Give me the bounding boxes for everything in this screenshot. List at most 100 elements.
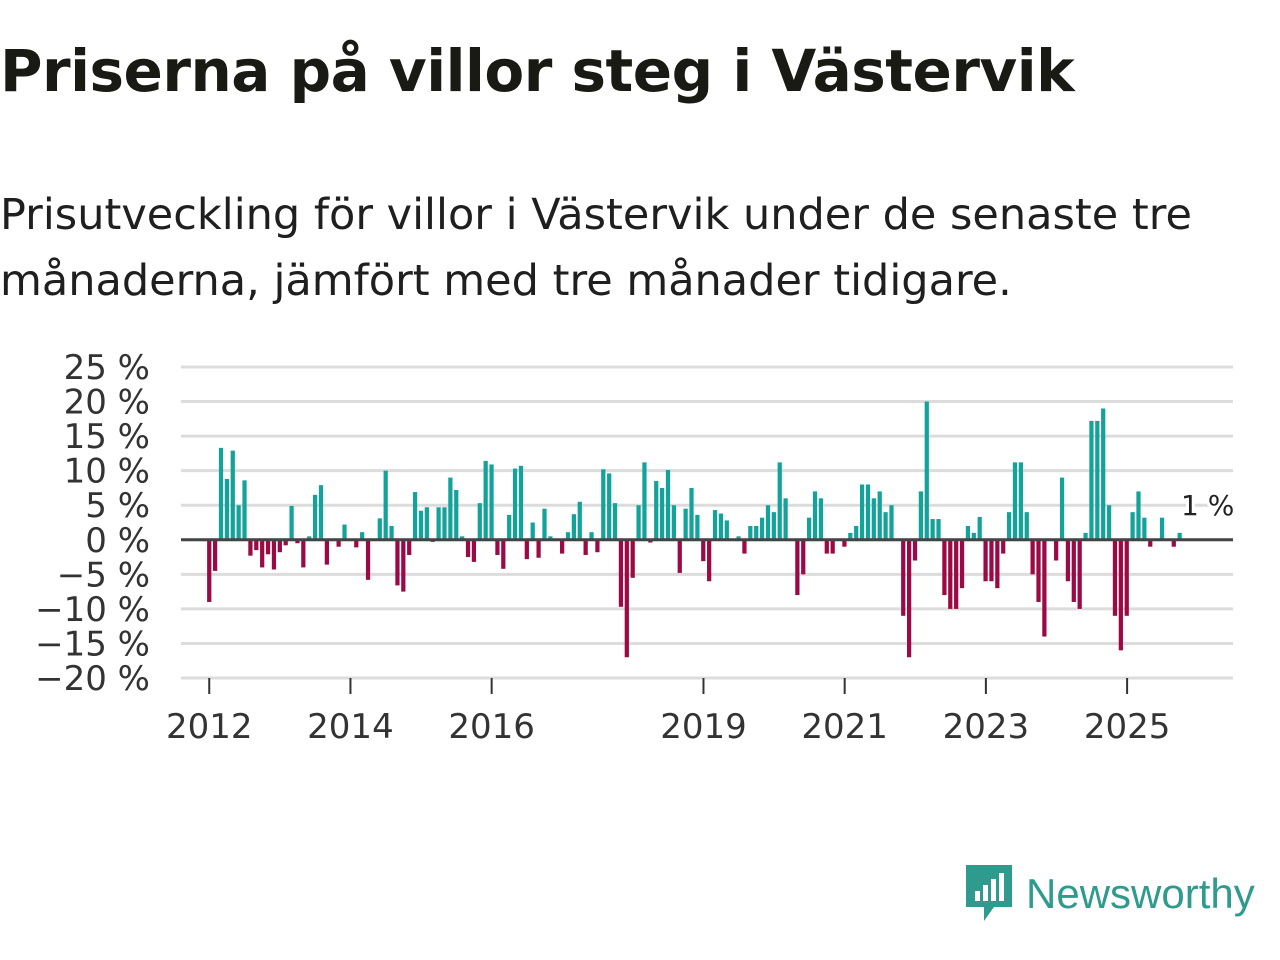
- bar: [1030, 539, 1035, 575]
- bar: [1036, 539, 1041, 602]
- bar: [1018, 462, 1023, 540]
- bar: [412, 492, 418, 540]
- y-tick-label: −5 %: [57, 555, 150, 595]
- bar: [1177, 532, 1182, 540]
- y-axis-labels: 25 %20 %15 %10 %5 %0 %−5 %−10 %−15 %−20 …: [35, 348, 150, 699]
- bar: [742, 539, 747, 554]
- bar: [336, 539, 341, 547]
- bar: [671, 505, 676, 540]
- bar: [1112, 539, 1118, 616]
- bar: [1118, 539, 1123, 651]
- bar: [948, 539, 953, 609]
- bar: [242, 480, 247, 540]
- bar: [589, 532, 594, 540]
- bar: [689, 487, 694, 540]
- chart-subtitle: Prisutveckling för villor i Västervik un…: [0, 190, 1192, 306]
- bar: [618, 539, 624, 607]
- bar: [736, 536, 741, 540]
- x-tick-label: 2016: [448, 707, 535, 747]
- annotation: 1 %: [1178, 486, 1237, 525]
- bar: [942, 539, 947, 596]
- bar: [1124, 539, 1129, 616]
- bar: [560, 539, 565, 554]
- bar: [260, 539, 265, 568]
- gridlines: [181, 365, 1233, 680]
- bar: [901, 539, 906, 616]
- bar: [483, 460, 488, 540]
- y-tick-label: −15 %: [35, 624, 150, 664]
- bar: [377, 518, 382, 540]
- bar: [607, 473, 612, 540]
- bar: [701, 539, 706, 562]
- bar: [507, 514, 512, 540]
- bar: [812, 491, 818, 540]
- chart-title: Priserna på villor steg i Västervik: [0, 37, 1075, 105]
- bar: [1130, 512, 1135, 540]
- bar: [612, 503, 618, 540]
- bar: [407, 539, 412, 555]
- bar: [724, 520, 729, 540]
- bar: [807, 517, 812, 540]
- bar: [342, 524, 347, 540]
- bar: [971, 532, 976, 540]
- bar: [442, 507, 447, 540]
- y-tick-label: 20 %: [64, 383, 150, 423]
- bar: [718, 513, 724, 540]
- bar: [642, 462, 647, 540]
- bar: [542, 508, 547, 540]
- bar: [854, 525, 859, 540]
- bar-chart: 25 %20 %15 %10 %5 %0 %−5 %−10 %−15 %−20 …: [35, 348, 1237, 747]
- bar: [401, 539, 406, 592]
- bar: [218, 447, 224, 540]
- bar: [707, 539, 712, 582]
- bar: [1159, 517, 1165, 540]
- bar: [1142, 517, 1147, 540]
- bar: [501, 539, 506, 569]
- bar: [771, 512, 776, 540]
- bar: [1083, 532, 1088, 540]
- bar: [424, 507, 429, 540]
- bar: [512, 468, 518, 540]
- bar: [495, 539, 500, 555]
- bar: [583, 539, 588, 555]
- bar: [213, 539, 218, 571]
- bar: [989, 539, 994, 582]
- bar: [783, 498, 788, 540]
- bar: [301, 539, 306, 568]
- bar: [1042, 539, 1047, 637]
- bar: [318, 485, 324, 540]
- newsworthy-logo-icon: [966, 865, 1012, 921]
- bar: [307, 536, 312, 540]
- bar: [354, 539, 359, 548]
- bar: [912, 539, 918, 561]
- bar: [795, 539, 800, 596]
- x-tick-label: 2025: [1084, 707, 1171, 747]
- y-tick-label: −10 %: [35, 590, 150, 630]
- bar: [524, 539, 529, 560]
- bar: [959, 539, 965, 589]
- x-tick-label: 2019: [660, 707, 747, 747]
- bar: [630, 539, 635, 578]
- bar: [765, 505, 771, 540]
- bar: [312, 494, 318, 540]
- bar: [965, 525, 971, 540]
- bar: [848, 532, 853, 540]
- x-tick-label: 2014: [307, 707, 394, 747]
- bar: [389, 525, 394, 540]
- bar: [595, 539, 600, 553]
- bar: [1077, 539, 1082, 609]
- bar: [1136, 491, 1141, 540]
- bar: [448, 477, 453, 540]
- newsworthy-logo[interactable]: Newsworthy: [964, 862, 1255, 926]
- bar: [565, 532, 571, 540]
- bar: [471, 539, 477, 562]
- bar: [1012, 462, 1018, 540]
- bar: [1006, 512, 1012, 540]
- bar: [1065, 539, 1071, 582]
- bar: [1171, 539, 1176, 547]
- bar: [536, 539, 541, 558]
- bar: [712, 510, 718, 540]
- bar: [1059, 477, 1065, 540]
- bar: [865, 484, 871, 540]
- bar: [1089, 420, 1094, 540]
